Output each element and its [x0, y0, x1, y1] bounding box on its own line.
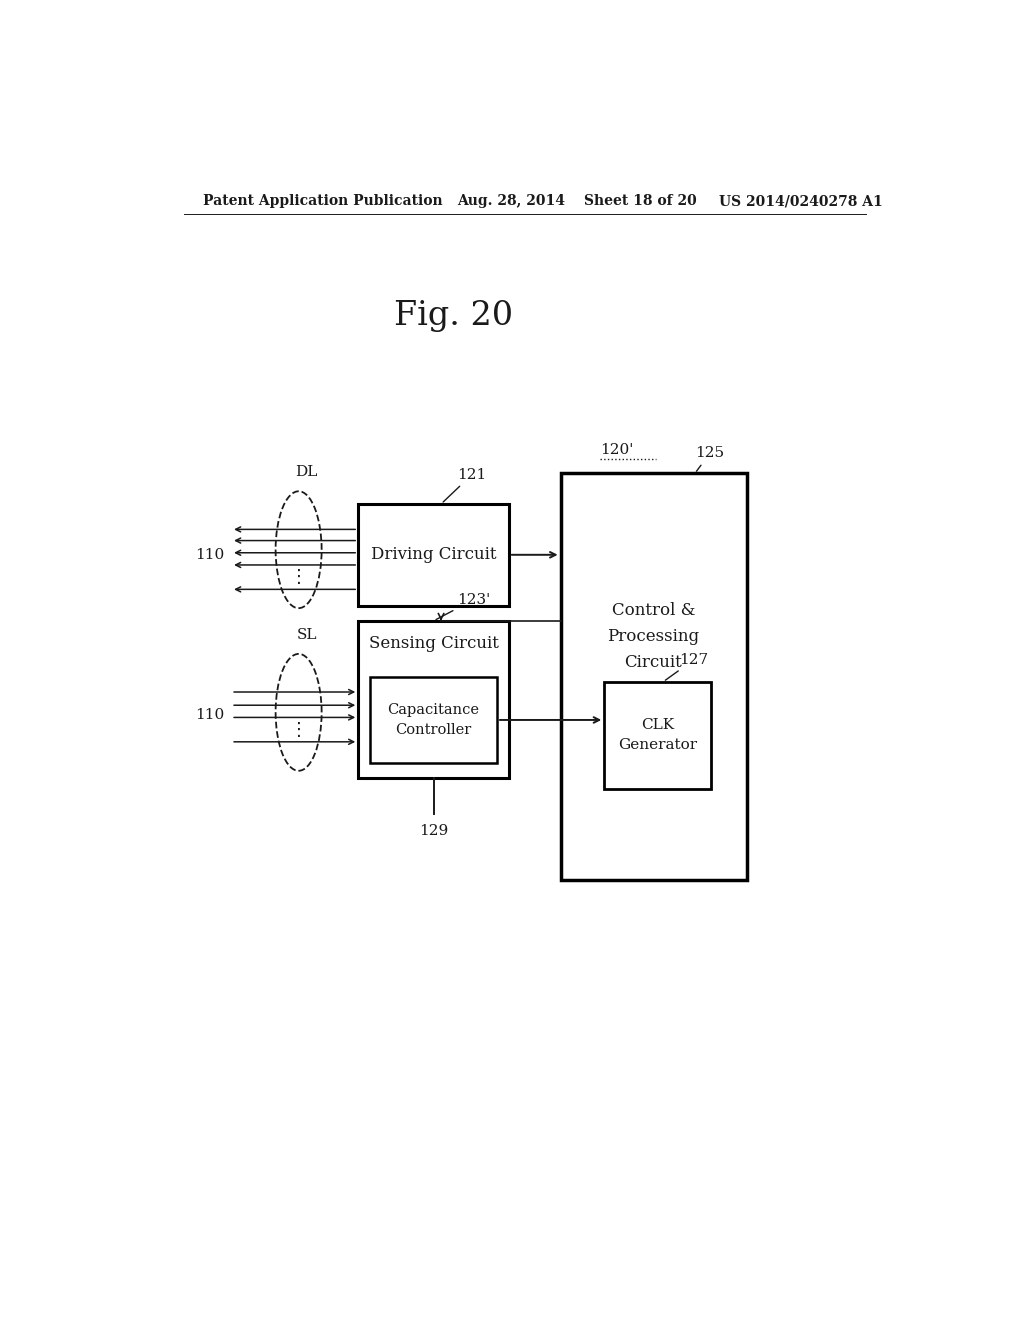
Text: 125: 125	[695, 446, 725, 471]
Text: Sheet 18 of 20: Sheet 18 of 20	[585, 194, 697, 209]
Text: DL: DL	[295, 465, 317, 479]
Text: 120': 120'	[600, 444, 634, 457]
Text: US 2014/0240278 A1: US 2014/0240278 A1	[719, 194, 883, 209]
Bar	[604, 682, 712, 788]
Text: Patent Application Publication: Patent Application Publication	[204, 194, 443, 209]
Text: Control &
Processing
Circuit: Control & Processing Circuit	[607, 602, 699, 671]
Text: SL: SL	[296, 628, 316, 642]
Text: Fig. 20: Fig. 20	[394, 300, 513, 331]
Text: ⋮: ⋮	[290, 568, 307, 586]
Text: 123': 123'	[436, 593, 490, 619]
Text: Capacitance
Controller: Capacitance Controller	[387, 704, 479, 737]
Text: CLK
Generator: CLK Generator	[618, 718, 697, 752]
Text: Driving Circuit: Driving Circuit	[371, 546, 497, 564]
Bar	[560, 474, 748, 880]
Bar	[358, 504, 509, 606]
Text: Sensing Circuit: Sensing Circuit	[369, 635, 499, 652]
Bar	[358, 620, 509, 779]
Text: 110: 110	[196, 709, 225, 722]
Text: ⋮: ⋮	[290, 721, 307, 739]
Text: 121: 121	[443, 467, 486, 502]
Bar	[370, 677, 497, 763]
Text: 127: 127	[666, 652, 709, 680]
Text: 110: 110	[196, 548, 225, 562]
Text: 129: 129	[419, 824, 449, 838]
Text: Aug. 28, 2014: Aug. 28, 2014	[458, 194, 565, 209]
